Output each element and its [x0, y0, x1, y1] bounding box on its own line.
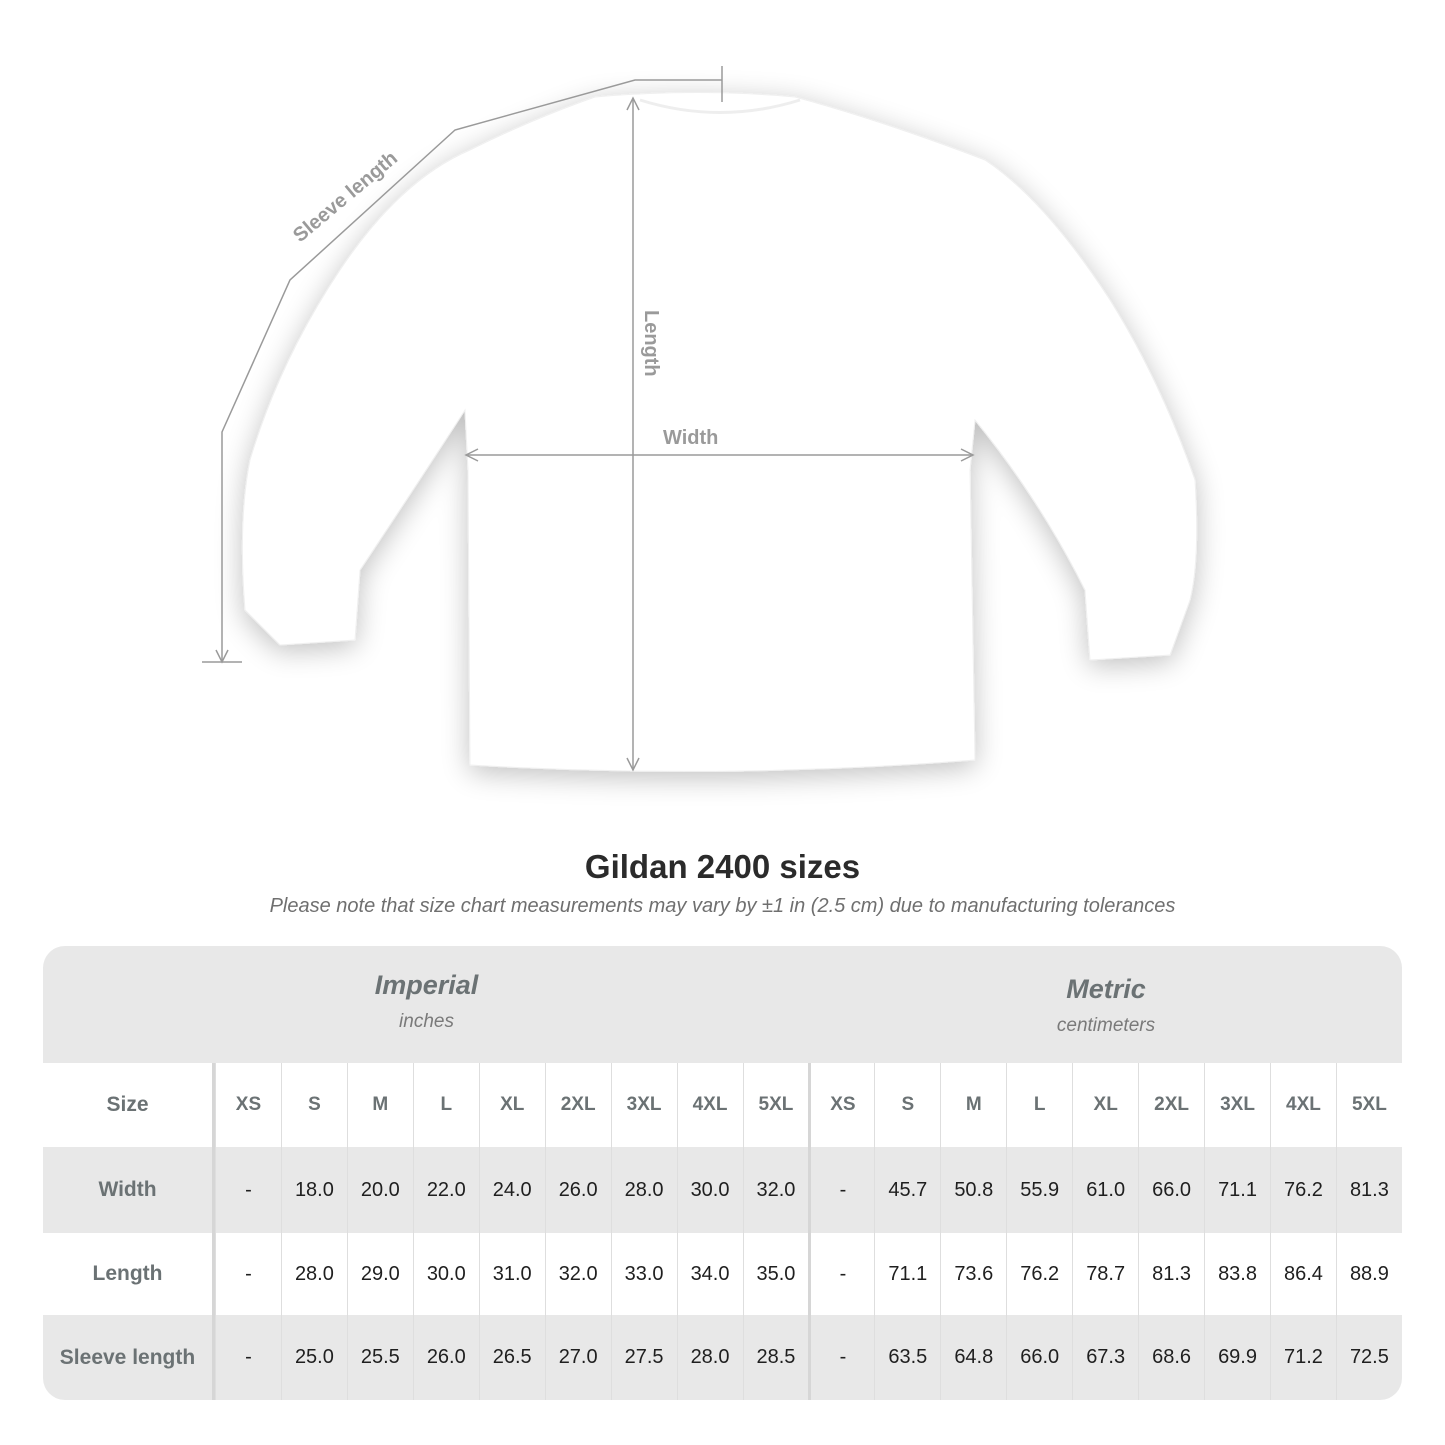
size-header-metric: XS: [808, 1063, 874, 1147]
size-header-row: Size XS S M L XL 2XL 3XL 4XL 5XL XS S M L XL 2XL 3XL 4XL 5…: [43, 1063, 1402, 1147]
size-header-metric: 5XL: [1335, 1063, 1402, 1147]
value-cell-imperial: 26.0: [544, 1147, 611, 1233]
measure-lines: [202, 66, 975, 772]
value-cell-imperial: -: [215, 1315, 281, 1400]
size-table: Imperial inches Metric centimeters Size X…: [43, 946, 1402, 1400]
metric-unit: centimeters: [1056, 1015, 1156, 1036]
value-cell-metric: 67.3: [1072, 1315, 1138, 1400]
value-cell-metric: 81.3: [1335, 1147, 1402, 1233]
page-title: Gildan 2400 sizes: [584, 848, 861, 885]
size-header-metric: S: [874, 1063, 940, 1147]
width-label: Width: [663, 427, 718, 449]
value-cell-metric: 76.2: [1006, 1233, 1072, 1315]
value-cell-imperial: 25.0: [280, 1315, 347, 1400]
value-cell-imperial: 31.0: [478, 1233, 545, 1315]
value-cell-metric: 88.9: [1335, 1233, 1402, 1315]
size-header-metric: 3XL: [1204, 1063, 1270, 1147]
size-header-metric: 4XL: [1270, 1063, 1336, 1147]
value-cell-metric: 69.9: [1204, 1315, 1270, 1400]
size-header-imperial: S: [280, 1063, 347, 1147]
value-cell-metric: 71.1: [874, 1233, 940, 1315]
size-header-metric: 2XL: [1138, 1063, 1204, 1147]
table-row: Sleeve length -25.0 25.5 26.0 26.5 27.0 27.5 28…: [43, 1315, 1402, 1400]
value-cell-metric: 55.9: [1006, 1147, 1072, 1233]
size-header-imperial: XS: [215, 1063, 281, 1147]
row-label: Sleeve length: [43, 1315, 215, 1400]
value-cell-imperial: 33.0: [610, 1233, 677, 1315]
metric-title: Metric: [1066, 974, 1146, 1004]
size-header-imperial: 2XL: [544, 1063, 611, 1147]
value-cell-metric: 45.7: [874, 1147, 940, 1233]
value-cell-imperial: -: [215, 1233, 281, 1315]
value-cell-imperial: 32.0: [742, 1147, 809, 1233]
value-cell-imperial: 28.5: [742, 1315, 809, 1400]
long-sleeve-shirt: [241, 92, 1198, 772]
value-cell-metric: 72.5: [1335, 1315, 1402, 1400]
size-header-imperial: 4XL: [676, 1063, 743, 1147]
size-header-imperial: M: [346, 1063, 413, 1147]
sleeve-length-line: [221, 79, 722, 662]
value-cell-imperial: 29.0: [346, 1233, 413, 1315]
size-header-imperial: L: [412, 1063, 479, 1147]
value-cell-metric: 68.6: [1138, 1315, 1204, 1400]
size-header-metric: M: [940, 1063, 1006, 1147]
value-cell-imperial: 18.0: [280, 1147, 347, 1233]
value-cell-metric: -: [808, 1147, 874, 1233]
value-cell-metric: 64.8: [940, 1315, 1006, 1400]
value-cell-metric: 78.7: [1072, 1233, 1138, 1315]
value-cell-imperial: 25.5: [346, 1315, 413, 1400]
row-label: Length: [43, 1233, 215, 1315]
table-row: Width -18.0 20.0 22.0 24.0 26.0 28.0 30.0 32.0-4…: [43, 1147, 1402, 1233]
metric-group: Metric centimeters: [810, 974, 1402, 1037]
length-label: Length: [640, 310, 662, 377]
imperial-group: Imperial inches: [215, 970, 638, 1033]
value-cell-imperial: 27.0: [544, 1315, 611, 1400]
value-cell-metric: 76.2: [1270, 1147, 1336, 1233]
value-cell-imperial: 26.5: [478, 1315, 545, 1400]
value-cell-imperial: 26.0: [412, 1315, 479, 1400]
row-label: Width: [43, 1147, 215, 1233]
value-cell-metric: 71.2: [1270, 1315, 1336, 1400]
value-cell-imperial: 20.0: [346, 1147, 413, 1233]
value-cell-imperial: 28.0: [280, 1233, 347, 1315]
value-cell-metric: 81.3: [1138, 1233, 1204, 1315]
value-cell-imperial: 28.0: [610, 1147, 677, 1233]
value-cell-metric: 73.6: [940, 1233, 1006, 1315]
value-cell-metric: 71.1: [1204, 1147, 1270, 1233]
size-header-imperial: 3XL: [610, 1063, 677, 1147]
value-cell-metric: 83.8: [1204, 1233, 1270, 1315]
value-cell-imperial: 32.0: [544, 1233, 611, 1315]
value-cell-imperial: 30.0: [412, 1233, 479, 1315]
shirt-diagram: Sleeve length Length Width: [202, 66, 1198, 772]
size-header-metric: L: [1006, 1063, 1072, 1147]
value-cell-metric: 50.8: [940, 1147, 1006, 1233]
size-header-imperial: XL: [478, 1063, 545, 1147]
size-header-imperial: 5XL: [742, 1063, 809, 1147]
value-cell-imperial: 24.0: [478, 1147, 545, 1233]
value-cell-metric: -: [808, 1315, 874, 1400]
table-header-band: [43, 946, 1402, 1063]
value-cell-imperial: 27.5: [610, 1315, 677, 1400]
value-cell-metric: 66.0: [1006, 1315, 1072, 1400]
value-cell-imperial: 30.0: [676, 1147, 743, 1233]
value-cell-metric: -: [808, 1233, 874, 1315]
imperial-title: Imperial: [374, 970, 479, 1000]
value-cell-metric: 86.4: [1270, 1233, 1336, 1315]
table-row: Length -28.0 29.0 30.0 31.0 32.0 33.0 34.0 35.0-…: [43, 1233, 1402, 1315]
value-cell-imperial: -: [215, 1147, 281, 1233]
value-cell-metric: 61.0: [1072, 1147, 1138, 1233]
imperial-unit: inches: [399, 1011, 454, 1032]
value-cell-metric: 66.0: [1138, 1147, 1204, 1233]
value-cell-imperial: 22.0: [412, 1147, 479, 1233]
value-cell-imperial: 34.0: [676, 1233, 743, 1315]
value-cell-imperial: 35.0: [742, 1233, 809, 1315]
value-cell-imperial: 28.0: [676, 1315, 743, 1400]
tolerance-note: Please note that size chart measurements…: [269, 895, 1176, 917]
size-header-metric: XL: [1072, 1063, 1138, 1147]
row-label: Size: [43, 1063, 215, 1147]
value-cell-metric: 63.5: [874, 1315, 940, 1400]
